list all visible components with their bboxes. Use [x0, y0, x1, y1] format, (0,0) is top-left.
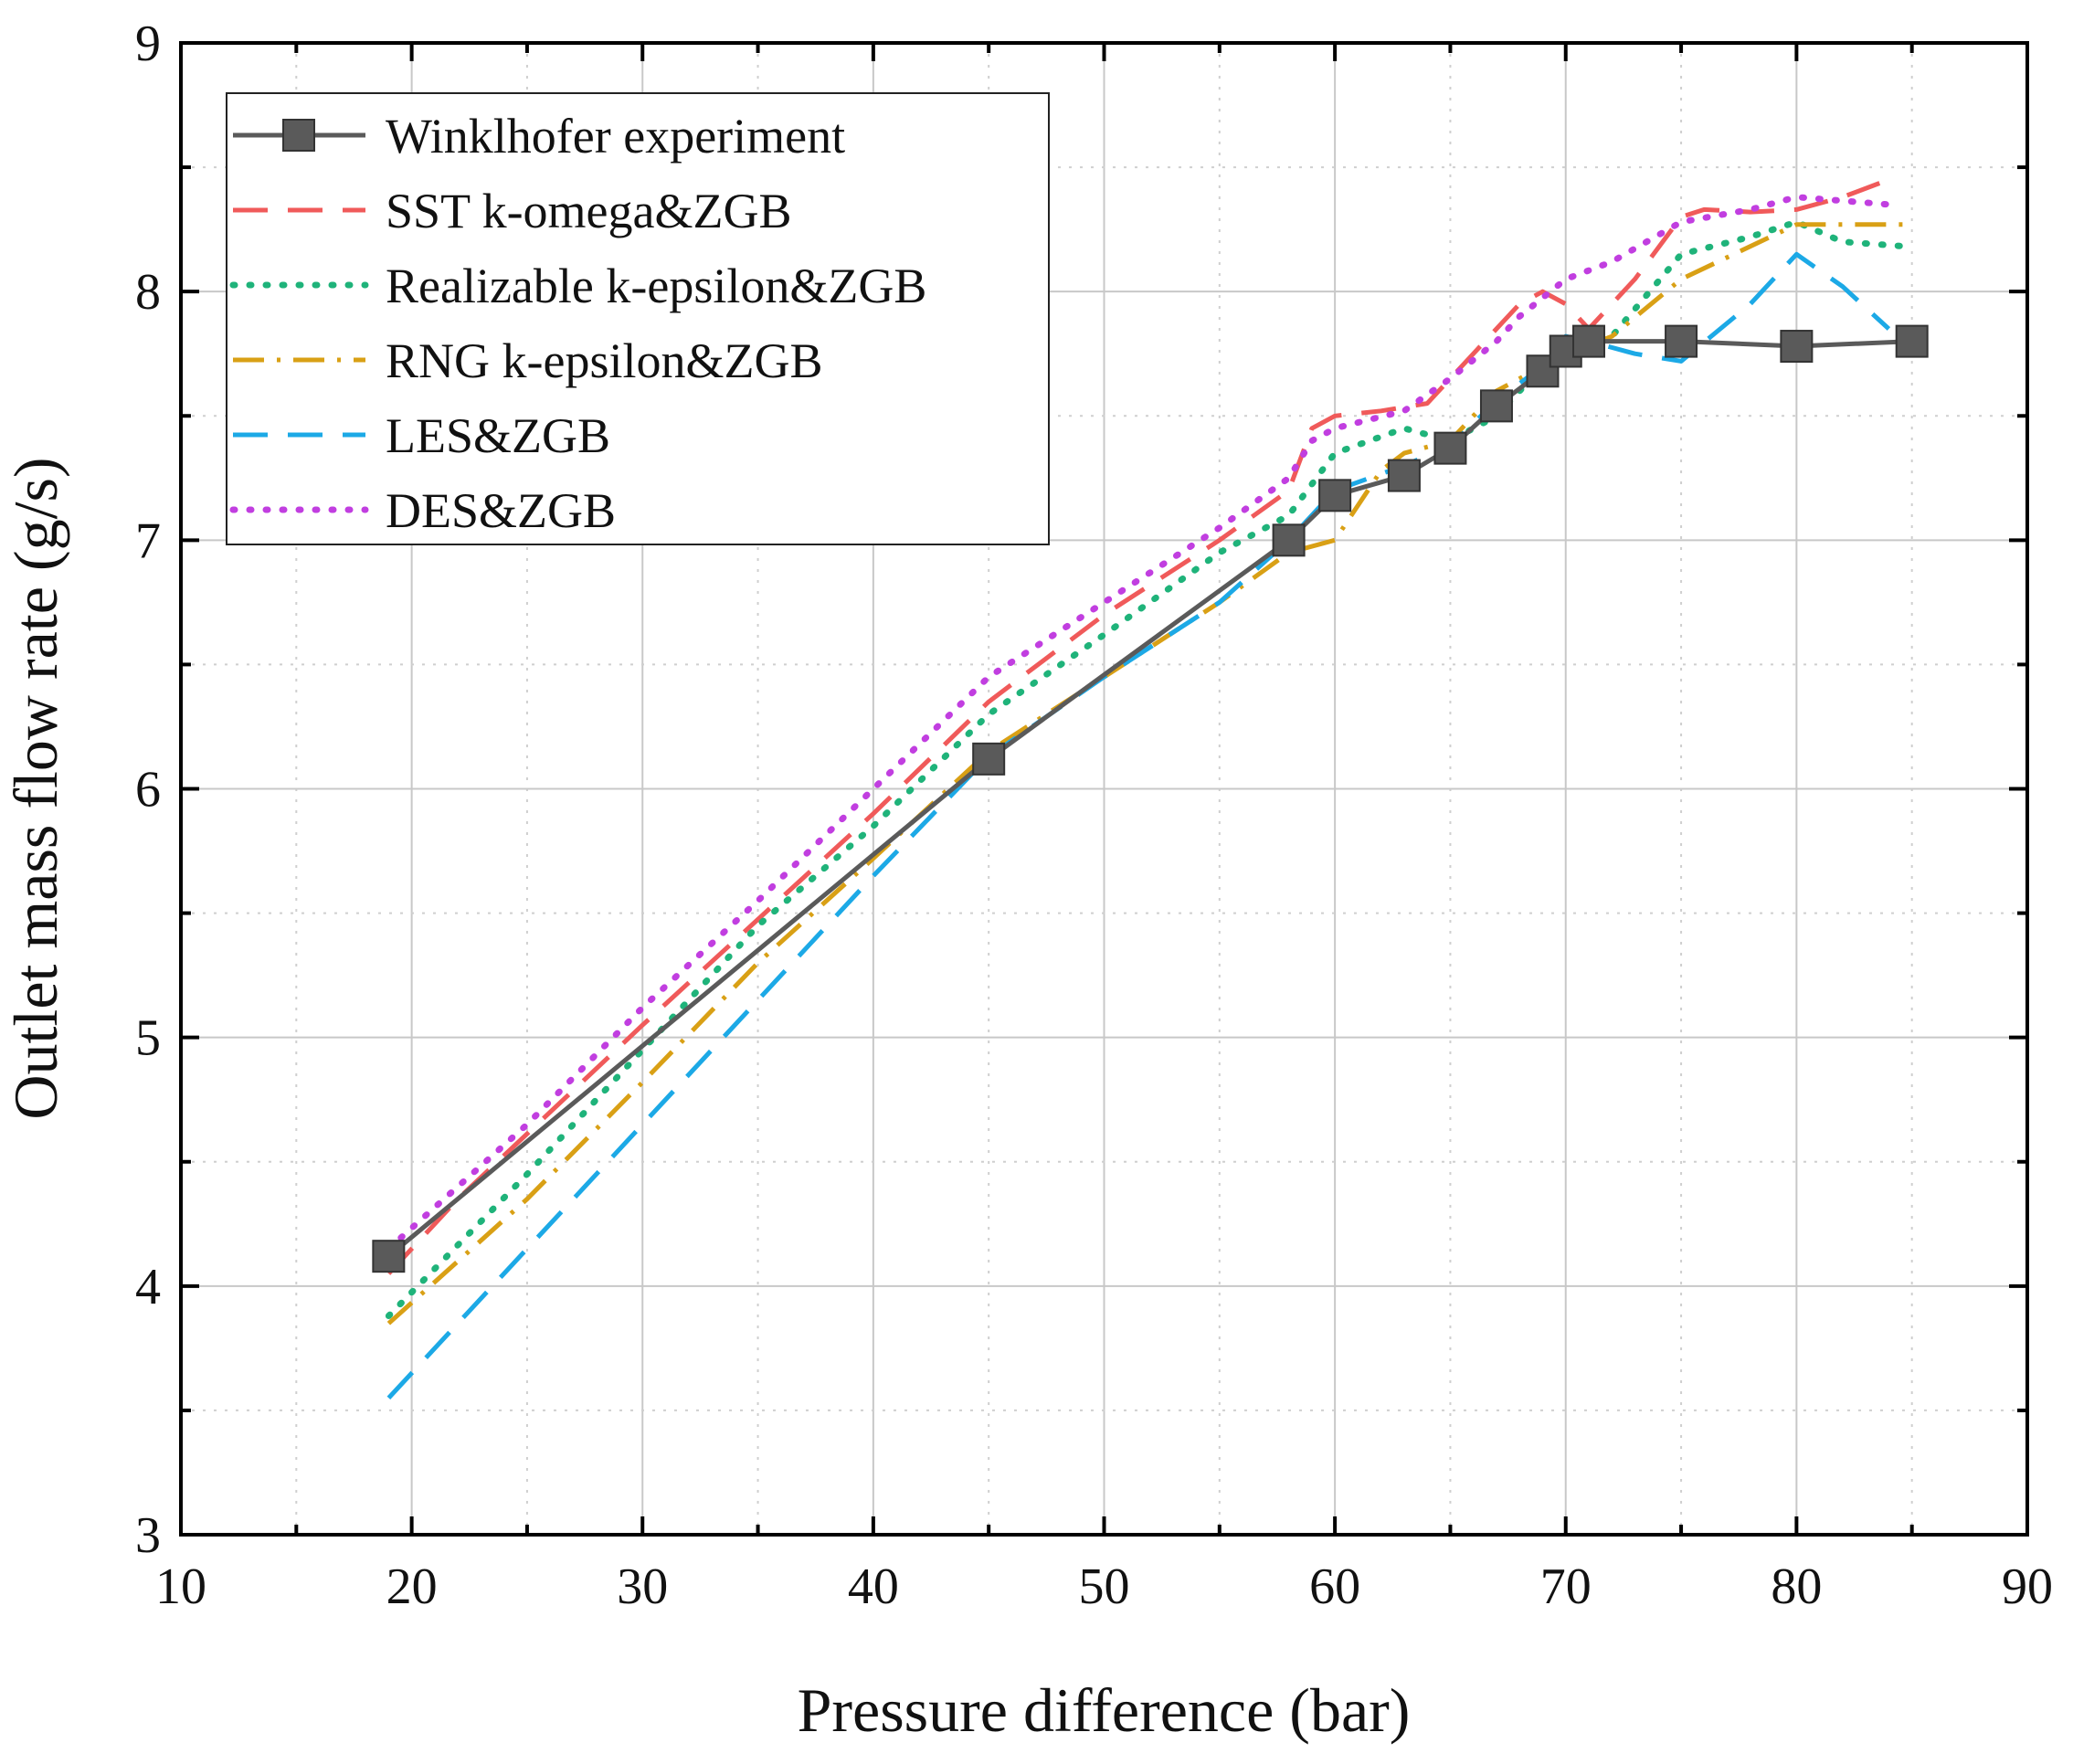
data-point-marker: [1665, 324, 1698, 358]
series-line-realizable-k-epsilon-zgb: [385, 218, 1916, 1319]
legend-label: RNG k-epsilon&ZGB: [386, 333, 823, 388]
legend-label: SST k-omega&ZGB: [386, 184, 792, 238]
data-point-marker: [1895, 324, 1929, 358]
data-point-marker: [1479, 389, 1513, 423]
y-tick-labels: 3 4 5 6 7 8 9: [135, 16, 161, 1564]
x-tick-labels: 10 20 30 40 50 60 70 80 90: [155, 1558, 2053, 1615]
legend-label: Realizable k-epsilon&ZGB: [386, 259, 926, 313]
x-tick-label: 40: [848, 1558, 899, 1615]
legend-label: LES&ZGB: [386, 408, 610, 463]
x-tick-label: 10: [155, 1558, 206, 1615]
y-tick-label: 5: [135, 1010, 161, 1067]
x-tick-label: 60: [1309, 1558, 1360, 1615]
y-tick-label: 3: [135, 1507, 161, 1564]
x-tick-label: 90: [2002, 1558, 2053, 1615]
y-tick-label: 8: [135, 264, 161, 321]
x-tick-label: 30: [617, 1558, 668, 1615]
data-point-marker: [1272, 523, 1306, 557]
series-line-des-zgb: [385, 194, 1892, 1252]
x-tick-label: 50: [1079, 1558, 1130, 1615]
data-point-marker: [1318, 479, 1352, 512]
data-point-marker: [972, 742, 1006, 776]
axis-ticks: [179, 41, 2029, 1537]
legend-box: [226, 92, 1050, 545]
legend: Winklhofer experiment SST k-omega&ZGB Real…: [226, 92, 1050, 545]
data-point-marker: [1572, 324, 1606, 358]
x-axis-label: Pressure difference (bar): [798, 1675, 1411, 1745]
y-axis-label: Outlet mass flow rate (g/s): [1, 457, 70, 1119]
x-tick-label: 70: [1540, 1558, 1592, 1615]
series-layer: [372, 177, 1929, 1400]
data-point-marker: [1433, 431, 1467, 465]
y-tick-label: 6: [135, 762, 161, 819]
y-tick-label: 9: [135, 16, 161, 72]
data-point-marker: [1387, 459, 1421, 492]
y-tick-label: 4: [135, 1259, 161, 1315]
x-tick-label: 80: [1771, 1558, 1822, 1615]
series-line-sst-k-omega-zgb: [386, 177, 1890, 1275]
grid-lines: [181, 43, 2027, 1535]
data-point-marker: [1780, 330, 1814, 364]
legend-marker: [282, 119, 315, 152]
series-line-les-zgb: [386, 251, 1891, 1400]
legend-label: DES&ZGB: [386, 483, 616, 538]
x-tick-label: 20: [386, 1558, 438, 1615]
y-tick-label: 7: [135, 512, 161, 569]
data-point-marker: [372, 1240, 406, 1273]
legend-label: Winklhofer experiment: [386, 109, 845, 164]
